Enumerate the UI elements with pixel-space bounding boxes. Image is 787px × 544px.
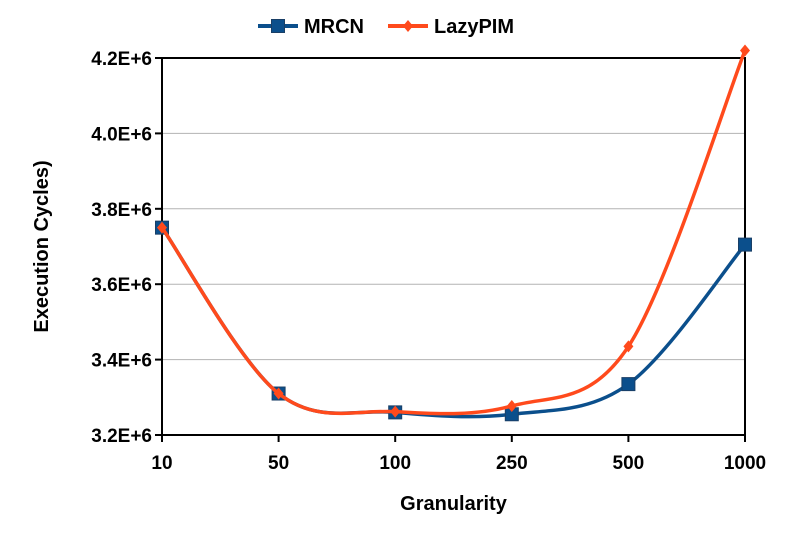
legend-marker-lazypim (403, 20, 413, 32)
x-tick-label-5: 1000 (724, 453, 766, 474)
series-layer (155, 44, 752, 422)
legend-label-mrcn: MRCN (304, 16, 364, 38)
point-lazypim-10 (157, 221, 167, 234)
legend-label-lazypim: LazyPIM (434, 16, 514, 38)
legend-marker-mrcn (271, 19, 285, 33)
y-tick-label-2: 3.6E+6 (91, 275, 152, 296)
point-lazypim-500 (623, 340, 634, 353)
point-lazypim-250 (506, 399, 517, 412)
point-lazypim-1000 (740, 44, 750, 57)
x-tick-label-1: 50 (268, 453, 289, 474)
x-tick-label-4: 500 (613, 453, 645, 474)
y-tick-label-4: 4.0E+6 (91, 124, 152, 145)
y-axis-ticks: 3.2E+6 3.4E+6 3.6E+6 3.8E+6 4.0E+6 4.2E+6 (91, 49, 162, 447)
point-lazypim-50 (273, 387, 284, 400)
plot-area-frame (161, 57, 746, 436)
point-mrcn-1000 (738, 237, 752, 252)
x-axis-title: Granularity (400, 493, 508, 515)
series-line-mrcn (160, 226, 747, 419)
x-tick-label-2: 100 (379, 453, 411, 474)
point-lazypim-100 (390, 405, 401, 418)
series-line-lazypim (160, 49, 747, 416)
legend-item-mrcn: MRCN (258, 16, 364, 38)
gridlines (162, 57, 745, 361)
legend-item-lazypim: LazyPIM (388, 16, 514, 38)
legend: MRCN LazyPIM (258, 16, 514, 38)
x-axis-ticks: 10 50 100 250 500 1000 (151, 435, 766, 474)
series-lazypim (157, 44, 750, 418)
series-mrcn (155, 220, 752, 422)
point-mrcn-500 (621, 377, 636, 392)
y-tick-label-5: 4.2E+6 (91, 49, 152, 70)
y-tick-label-0: 3.2E+6 (91, 426, 152, 447)
x-tick-label-0: 10 (151, 453, 172, 474)
y-tick-label-1: 3.4E+6 (91, 351, 152, 372)
y-tick-label-3: 3.8E+6 (91, 200, 152, 221)
x-tick-label-3: 250 (496, 453, 528, 474)
y-axis-title: Execution Cycles) (31, 160, 53, 332)
